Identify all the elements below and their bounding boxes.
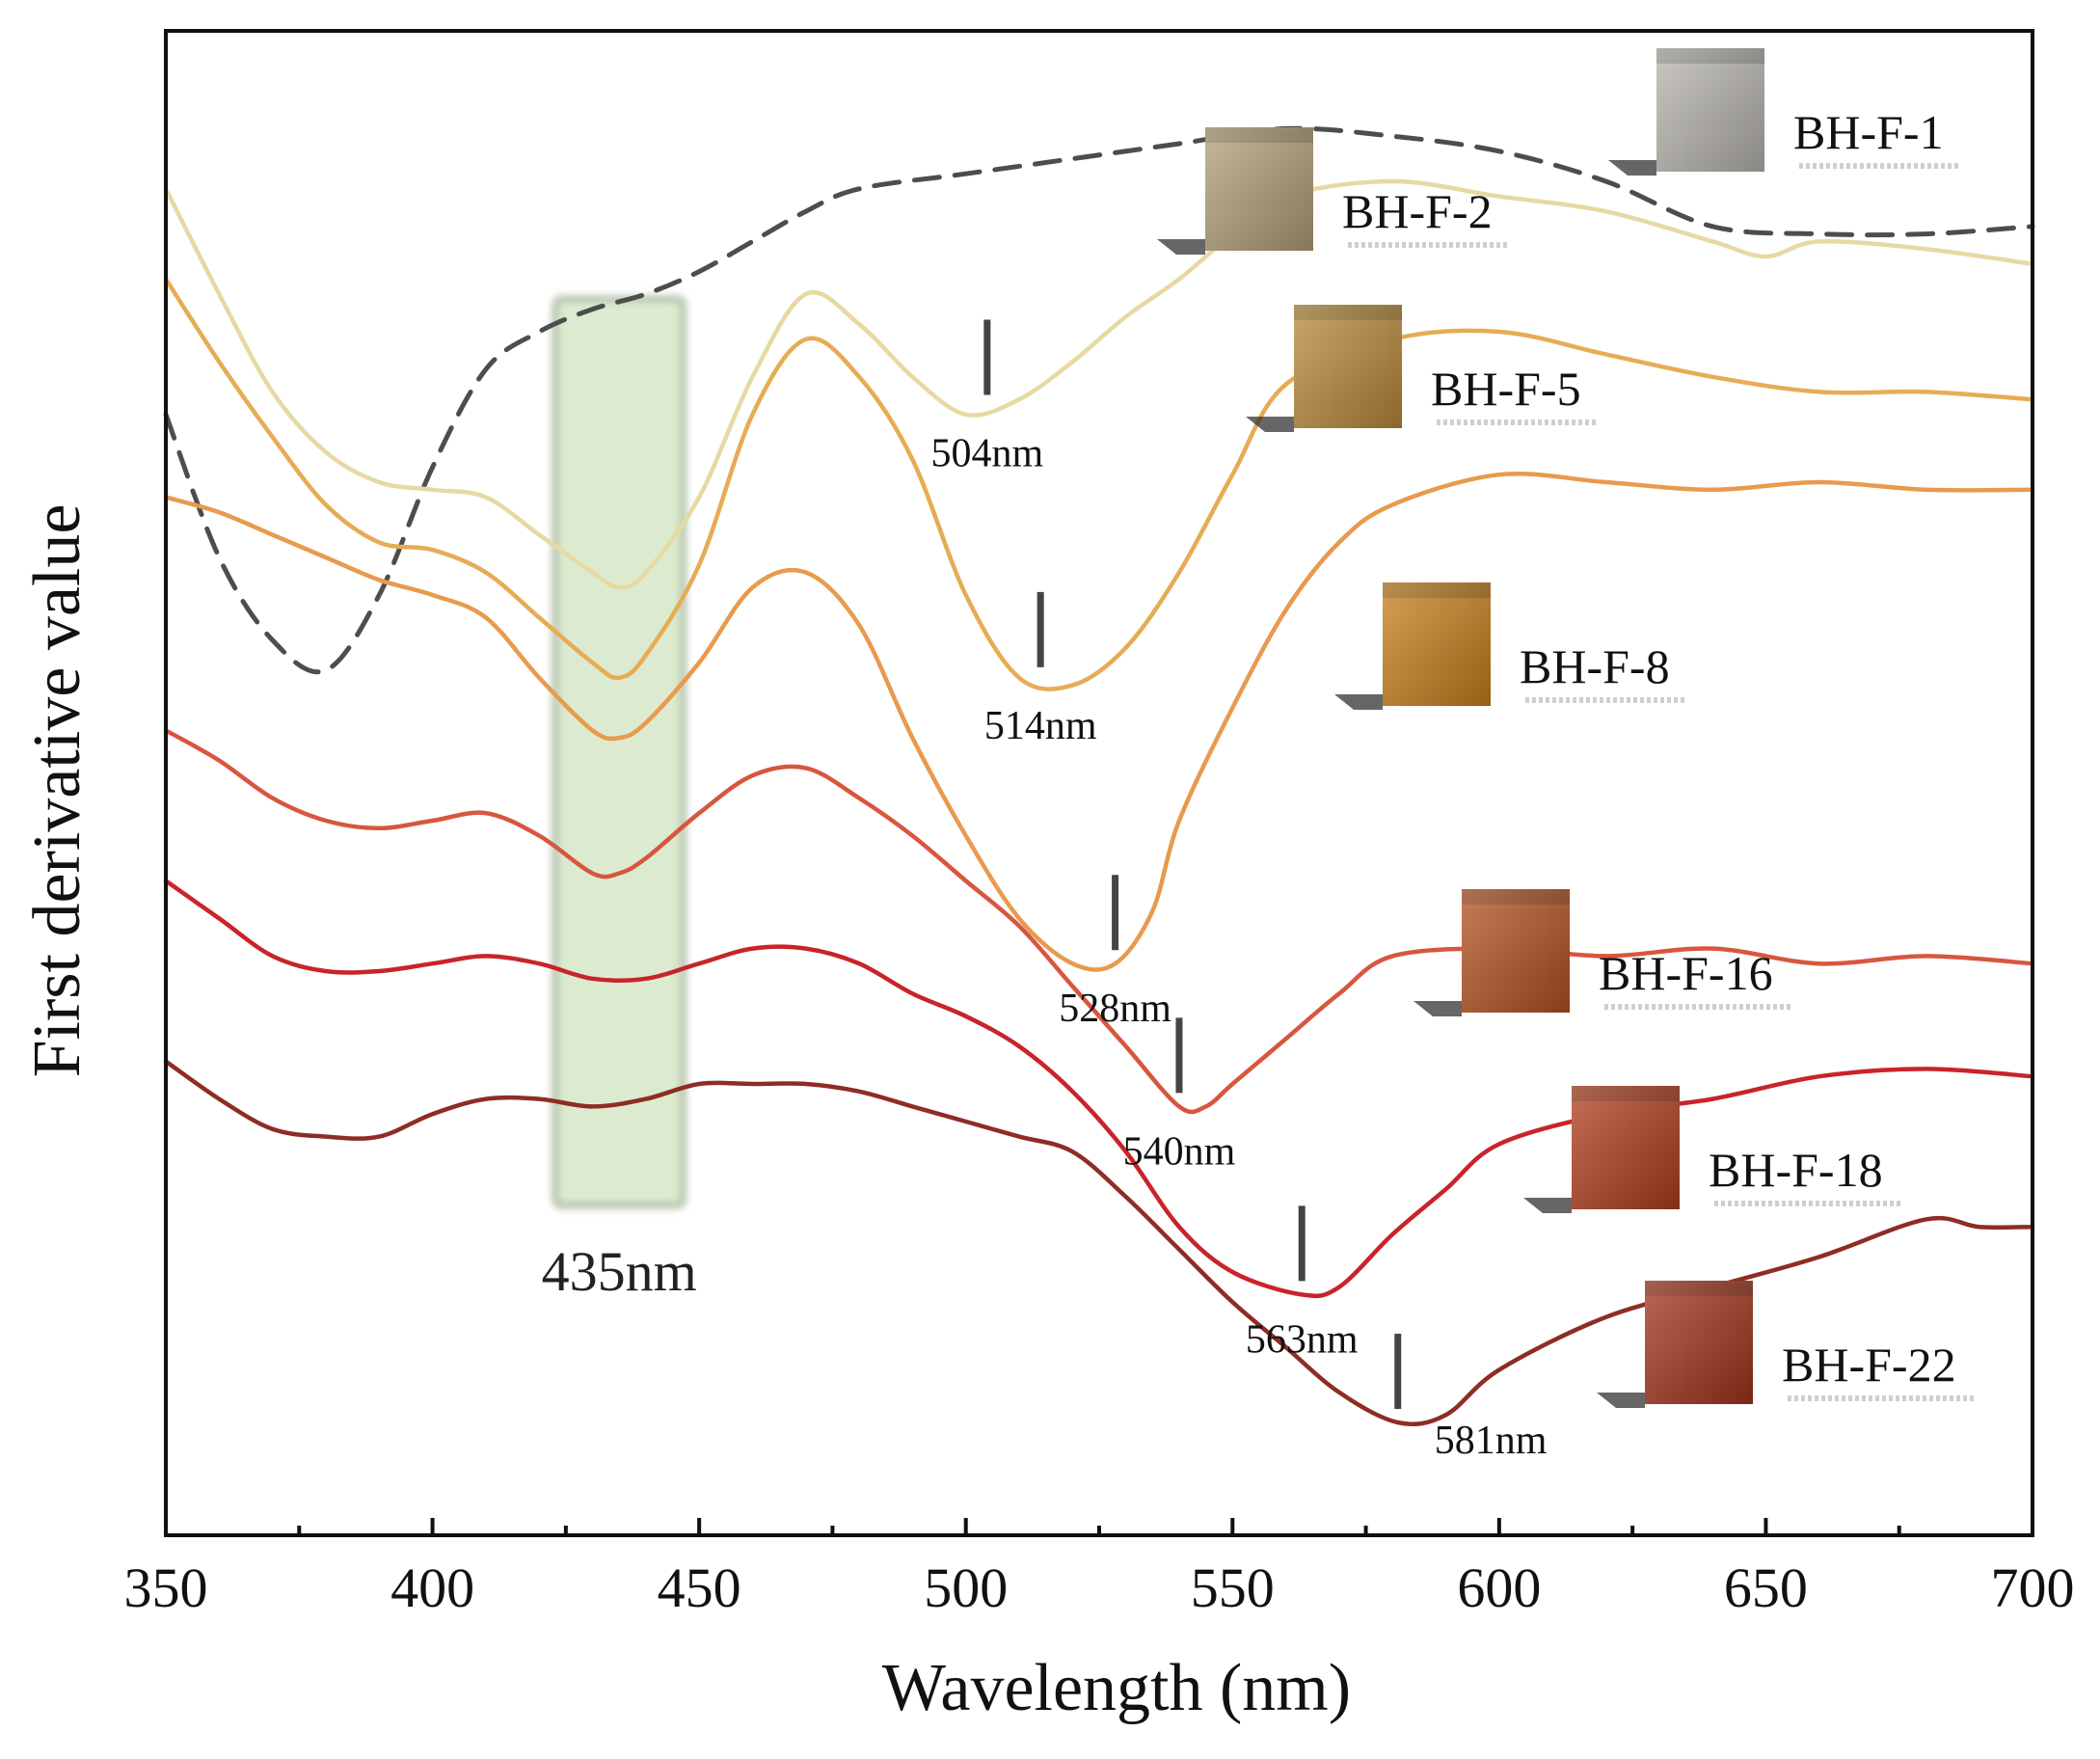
sample-cube-bh-f-8: BH-F-8	[1334, 582, 1687, 710]
series-line-bh-f-8	[163, 471, 2035, 972]
sample-label: BH-F-18	[1709, 1143, 1883, 1197]
cube-shadow	[1523, 1198, 1572, 1213]
sample-cube-bh-f-18: BH-F-18	[1523, 1086, 1903, 1213]
minimum-label: 563nm	[1246, 1317, 1359, 1362]
cube-shadow	[1608, 160, 1656, 176]
series-line-bh-f-16	[163, 728, 2035, 1115]
x-tick-label: 350	[124, 1556, 208, 1619]
sample-label: BH-F-1	[1793, 105, 1944, 159]
minimum-label: 504nm	[931, 432, 1044, 476]
minimum-label: 540nm	[1123, 1129, 1236, 1174]
cube-shading	[1294, 305, 1402, 428]
sample-label: BH-F-16	[1599, 946, 1773, 1000]
cube-shadow	[1597, 1393, 1645, 1408]
sample-cube-bh-f-1: BH-F-1	[1608, 48, 1961, 176]
highlight-band-label: 435nm	[542, 1240, 697, 1303]
sample-cube-bh-f-22: BH-F-22	[1597, 1281, 1977, 1408]
x-tick-label: 700	[1991, 1556, 2075, 1619]
sample-cube-bh-f-5: BH-F-5	[1246, 305, 1599, 432]
x-tick-label: 600	[1457, 1556, 1541, 1619]
minimum-label: 528nm	[1059, 987, 1171, 1031]
series-line-bh-f-2	[163, 178, 2035, 590]
x-tick-label: 500	[924, 1556, 1008, 1619]
series-line-bh-f-1	[163, 125, 2035, 675]
cube-shadow	[1157, 239, 1205, 255]
sample-cube-bh-f-16: BH-F-16	[1413, 889, 1793, 1016]
series-line-bh-f-5	[163, 277, 2035, 691]
cube-shading	[1645, 1281, 1753, 1404]
cube-shadow	[1246, 417, 1294, 432]
minimum-label: 581nm	[1435, 1419, 1548, 1463]
cube-shading	[1205, 127, 1313, 251]
minimum-label: 514nm	[984, 704, 1097, 748]
sample-label: BH-F-8	[1520, 639, 1670, 693]
sample-cube-bh-f-2: BH-F-2	[1157, 127, 1510, 255]
sample-label: BH-F-22	[1782, 1338, 1956, 1392]
cube-shading	[1383, 582, 1491, 706]
sample-label: BH-F-5	[1431, 362, 1581, 416]
cube-shadow	[1334, 694, 1383, 710]
series-line-bh-f-18	[163, 879, 2035, 1299]
cube-shading	[1656, 48, 1764, 172]
x-tick-label: 400	[390, 1556, 474, 1619]
cube-shadow	[1413, 1001, 1462, 1016]
x-tick-label: 650	[1724, 1556, 1808, 1619]
x-axis-title: Wavelength (nm)	[882, 1651, 1351, 1725]
y-axis-title: First derivative value	[20, 504, 94, 1078]
x-tick-label: 450	[658, 1556, 741, 1619]
cube-shading	[1462, 889, 1570, 1013]
series-line-bh-f-22	[163, 1059, 2035, 1426]
sample-label: BH-F-2	[1342, 184, 1493, 238]
highlight-band	[552, 296, 687, 1208]
x-tick-label: 550	[1191, 1556, 1275, 1619]
cube-shading	[1572, 1086, 1680, 1209]
